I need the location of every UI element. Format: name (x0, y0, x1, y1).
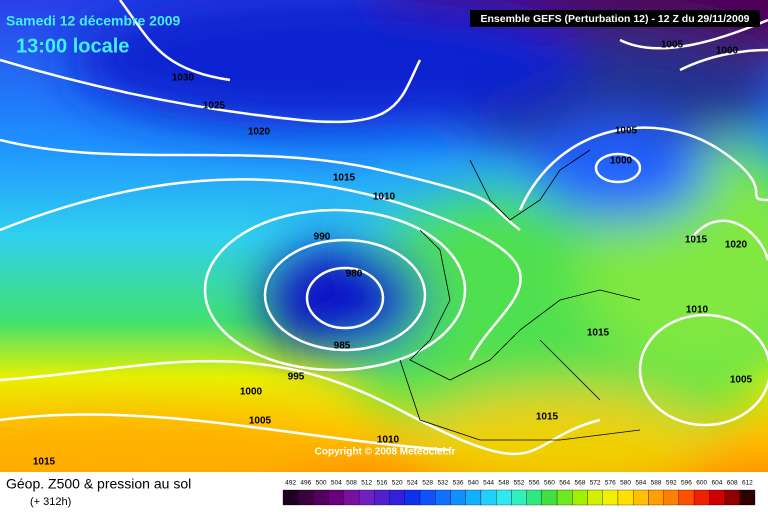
scale-label: 524 (407, 480, 418, 487)
scale-swatch (556, 489, 573, 506)
scale-label: 556 (529, 480, 540, 487)
scale-swatch (404, 489, 421, 506)
isobar-label: 1000 (240, 387, 263, 398)
scale-swatch (282, 489, 299, 506)
isobar-label: 1000 (610, 156, 633, 167)
isobar-label: 1020 (248, 127, 271, 138)
scale-swatch (389, 489, 405, 506)
scale-label: 564 (559, 480, 570, 487)
scale-swatch (541, 489, 558, 506)
scale-swatch (298, 489, 314, 506)
isobar-label: 1015 (587, 328, 610, 339)
scale-swatch (435, 489, 451, 506)
isobar-label: 1010 (373, 192, 396, 203)
scale-swatch (724, 489, 740, 506)
scale-swatch (480, 489, 497, 506)
scale-swatch (511, 489, 527, 506)
isobar-label: 1030 (172, 73, 195, 84)
isobar-label: 985 (334, 341, 351, 352)
scale-swatch (419, 489, 436, 506)
scale-label: 508 (346, 480, 357, 487)
scale-swatch (602, 489, 619, 506)
scale-label: 540 (468, 480, 479, 487)
scale-label: 516 (377, 480, 388, 487)
scale-label: 584 (635, 480, 646, 487)
scale-swatch (648, 489, 664, 506)
run-box (470, 10, 760, 27)
scale-label: 576 (605, 480, 616, 487)
scale-swatch (739, 489, 756, 506)
scale-swatch (617, 489, 634, 506)
scale-label: 552 (514, 480, 525, 487)
scale-label: 500 (316, 480, 327, 487)
isobar-label: 1005 (661, 40, 684, 51)
scale-label: 492 (285, 480, 296, 487)
scale-swatch (633, 489, 649, 506)
scale-swatch (587, 489, 603, 506)
scale-swatch (693, 489, 710, 506)
map: Ensemble GEFS (Perturbation 12) - 12 Z d… (0, 0, 768, 472)
date: Samedi 12 décembre 2009 (6, 13, 181, 29)
scale-swatch (313, 489, 329, 506)
isobar-label: 1015 (685, 235, 708, 246)
isobar-label: 1010 (377, 435, 400, 446)
isobar-label: 995 (288, 372, 305, 383)
isobars (0, 0, 768, 454)
scale-label: 512 (361, 480, 372, 487)
time: 13:00 locale (16, 35, 129, 57)
scale-label: 604 (712, 480, 723, 487)
scale-swatch (465, 489, 482, 506)
scale-swatch (374, 489, 390, 506)
isobar-label: 1025 (203, 101, 226, 112)
scale-swatch (328, 489, 345, 506)
scale-label: 528 (422, 480, 433, 487)
scale-label: 600 (696, 480, 707, 487)
scale-label: 580 (620, 480, 631, 487)
footer-lead: (+ 312h) (30, 496, 71, 508)
scale-label: 520 (392, 480, 403, 487)
scale-label: 544 (483, 480, 494, 487)
scale-label: 560 (544, 480, 555, 487)
scale-label: 612 (742, 480, 753, 487)
scale-label: 496 (300, 480, 311, 487)
scale-swatch (678, 489, 695, 506)
isobar-label: 1010 (686, 305, 709, 316)
scale-label: 588 (651, 480, 662, 487)
scale-label: 592 (666, 480, 677, 487)
isobar-labels: 1030 1025 1020 1015 1010 990 980 985 995 1000 1005… (33, 40, 753, 468)
scale-swatch (572, 489, 588, 506)
scale-label: 532 (437, 480, 448, 487)
scale-swatch (526, 489, 542, 506)
isobar-label: 980 (346, 269, 363, 280)
isobar-label: 1000 (716, 46, 739, 57)
scale-swatch (663, 489, 680, 506)
scale-label: 596 (681, 480, 692, 487)
isobar-label: 1020 (725, 240, 748, 251)
isobar-label: 1005 (615, 126, 638, 137)
isobar-label: 990 (314, 232, 331, 243)
scale-swatch (496, 489, 512, 506)
isobar-label: 1015 (536, 412, 559, 423)
scale-label: 536 (453, 480, 464, 487)
footer-title: Géop. Z500 & pression au sol (6, 476, 191, 492)
run-info: Ensemble GEFS (Perturbation 12) - 12 Z d… (480, 13, 749, 25)
scale-label: 548 (498, 480, 509, 487)
scale-swatch (450, 489, 466, 506)
scale-swatch (343, 489, 360, 506)
isobar-label: 1015 (33, 457, 56, 468)
scale-label: 568 (574, 480, 585, 487)
scale-swatch (709, 489, 725, 506)
isobar-label: 1005 (730, 375, 753, 386)
scale-label: 608 (727, 480, 738, 487)
scale-label: 504 (331, 480, 342, 487)
copyright: Copyright © 2008 Meteociel.fr (315, 447, 456, 458)
scale-label: 572 (590, 480, 601, 487)
isobar-label: 1015 (333, 173, 356, 184)
color-scale: 492 496 500 504 508 512 516 520 524 528 532 536 540 5… (282, 480, 756, 506)
isobar-label: 1005 (249, 416, 272, 427)
scale-swatch (358, 489, 375, 506)
coastlines (399, 149, 641, 441)
